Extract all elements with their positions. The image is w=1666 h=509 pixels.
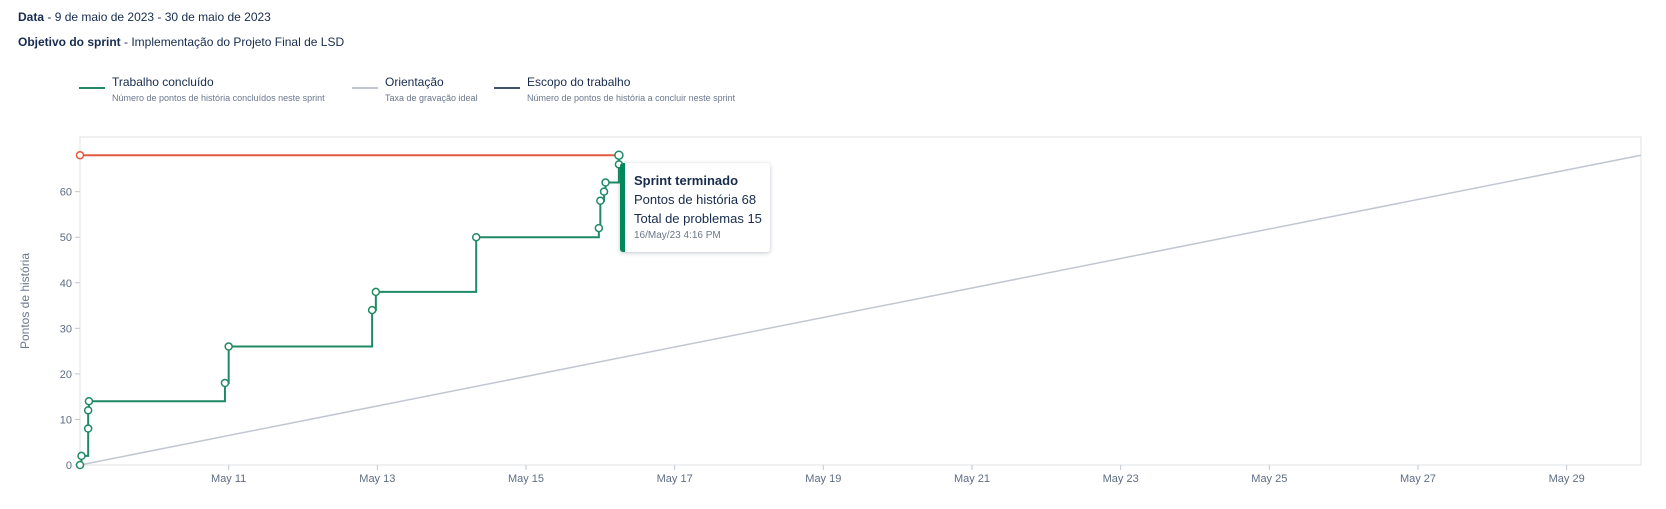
legend-description: Número de pontos de história a concluir …: [527, 93, 736, 103]
separator: -: [44, 10, 55, 24]
completed-point: [77, 451, 86, 461]
chart-tooltip: Sprint terminado Pontos de história 68 T…: [620, 163, 770, 252]
y-tick-label: 10: [60, 414, 72, 426]
y-tick-label: 60: [60, 187, 72, 199]
completed-point: [371, 287, 381, 297]
x-tick-label: May 27: [1400, 473, 1436, 485]
completed-point: [471, 232, 481, 242]
legend-title: Trabalho concluído: [112, 75, 214, 89]
y-tick-label: 50: [60, 232, 72, 244]
y-tick-label: 0: [66, 460, 72, 472]
completed-point: [83, 406, 93, 415]
completed-point: [83, 424, 93, 433]
sprint-date-value: 9 de maio de 2023 - 30 de maio de 2023: [54, 10, 271, 24]
x-tick-label: May 29: [1549, 473, 1585, 485]
sprint-date-label: Data: [18, 10, 45, 24]
x-tick-label: May 11: [211, 473, 246, 485]
completed-point: [614, 150, 624, 160]
sprint-date: Data - 9 de maio de 2023 - 30 de maio de…: [18, 10, 271, 24]
completed-point: [599, 187, 609, 196]
tooltip-story-points: Pontos de história 68: [634, 192, 757, 207]
x-tick-label: May 13: [359, 473, 395, 485]
legend-title: Orientação: [385, 75, 444, 89]
y-tick-label: 20: [60, 369, 72, 381]
sprint-goal: Objetivo do sprint - Implementação do Pr…: [18, 35, 344, 49]
x-tick-label: May 19: [805, 473, 841, 485]
tooltip-title: Sprint terminado: [634, 173, 739, 188]
scope-point: [75, 150, 85, 160]
x-tick-label: May 21: [954, 473, 990, 485]
completed-point: [224, 342, 233, 351]
y-tick-label: 40: [60, 278, 72, 290]
plot-frame: [79, 136, 1642, 466]
completed-point: [367, 305, 377, 315]
legend-description: Número de pontos de história concluídos …: [112, 93, 325, 103]
sprint-goal-label: Objetivo do sprint: [18, 35, 121, 49]
sprint-goal-value: Implementação do Projeto Final de LSD: [131, 35, 345, 49]
x-tick-label: May 23: [1103, 473, 1139, 485]
completed-point: [75, 460, 85, 470]
x-tick-label: May 17: [657, 473, 693, 485]
legend-description: Taxa de gravação ideal: [385, 93, 478, 103]
x-tick-label: May 15: [508, 473, 544, 485]
legend-swatch-guideline: [352, 87, 378, 89]
legend-swatch-completed: [79, 87, 105, 89]
x-tick-label: May 25: [1251, 473, 1287, 485]
completed-point: [220, 378, 230, 388]
completed-point: [596, 196, 605, 206]
series-line-guideline: [79, 154, 1642, 466]
y-axis-label: Pontos de história: [18, 253, 32, 349]
tooltip-issue-total: Total de problemas 15: [634, 211, 762, 226]
separator: -: [120, 35, 132, 49]
completed-point: [84, 396, 94, 406]
legend-swatch-scope: [494, 87, 520, 89]
y-tick-label: 30: [60, 323, 72, 335]
series-line-completed: [80, 155, 620, 466]
tooltip-accent-bar: [620, 163, 625, 252]
tooltip-timestamp: 16/May/23 4:16 PM: [634, 230, 721, 241]
legend-title: Escopo do trabalho: [527, 75, 631, 89]
completed-point: [601, 178, 610, 187]
completed-point: [594, 223, 604, 233]
